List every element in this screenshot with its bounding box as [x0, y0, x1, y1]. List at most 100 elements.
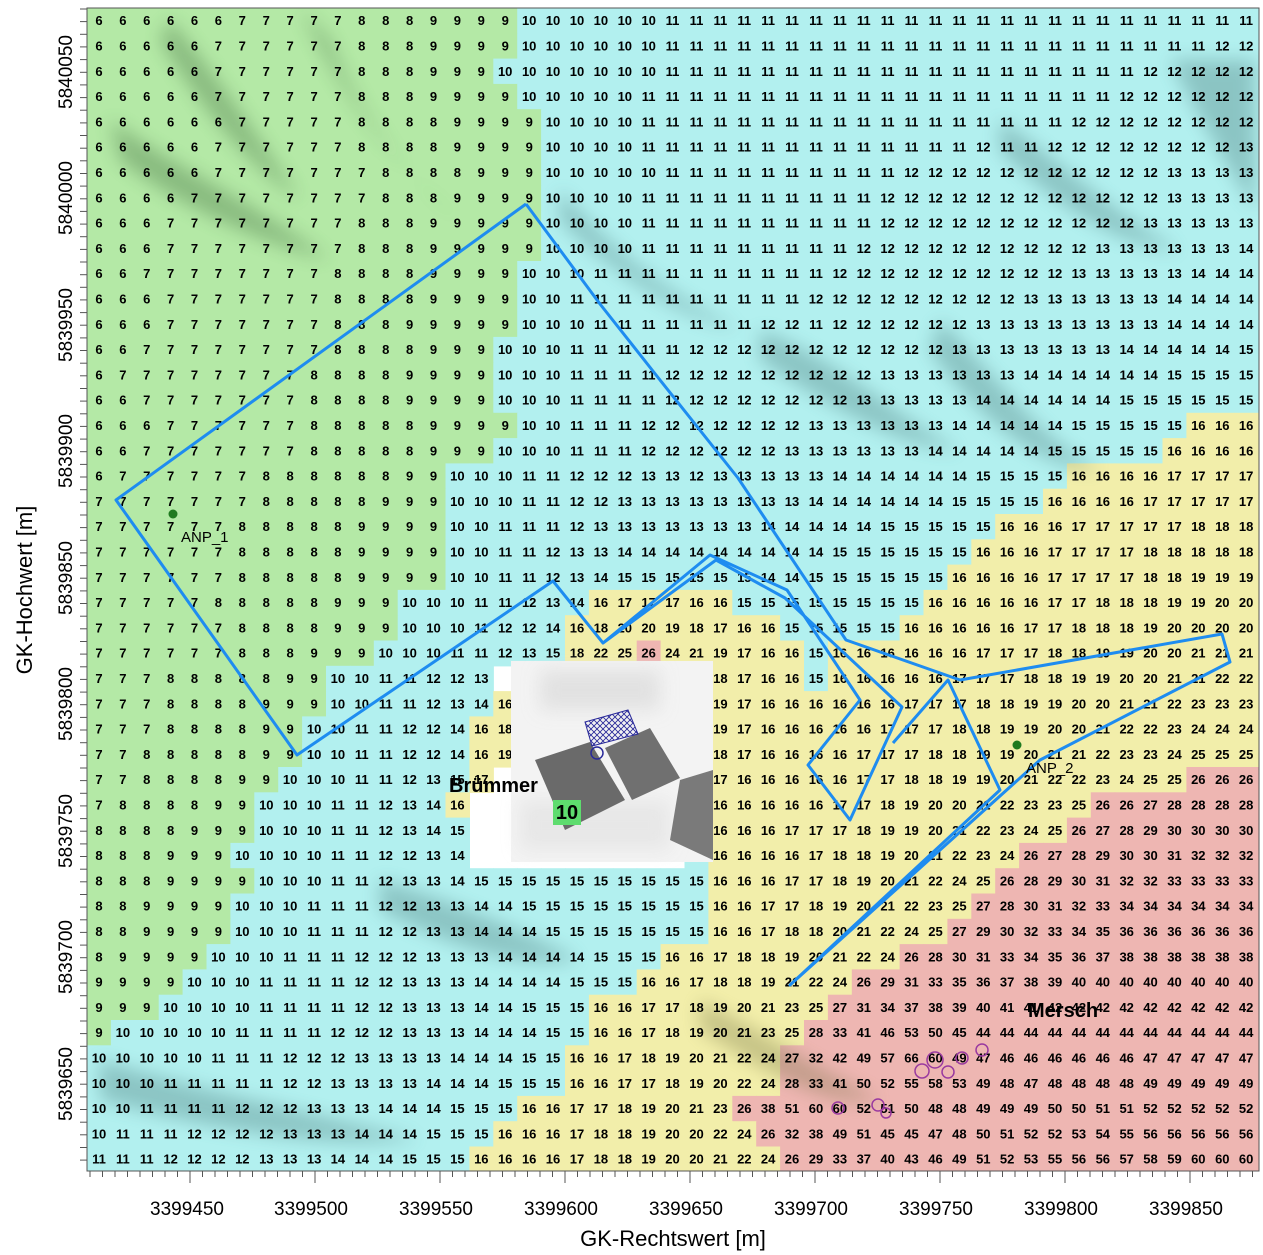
grid-cell-value: 13: [1119, 266, 1133, 281]
grid-cell-value: 19: [1096, 671, 1110, 686]
grid-cell: [995, 58, 1020, 85]
grid-cell-value: 18: [641, 1051, 655, 1066]
receptor-1-label: ANP_1: [181, 529, 229, 546]
grid-cell-value: 52: [1024, 1126, 1038, 1141]
grid-cell-value: 18: [857, 823, 871, 838]
grid-cell-value: 18: [833, 848, 847, 863]
grid-cell: [493, 134, 518, 161]
grid-cell-value: 10: [498, 494, 512, 509]
grid-cell-value: 14: [522, 1025, 537, 1040]
grid-cell-value: 19: [665, 620, 679, 635]
grid-cell-value: 18: [809, 924, 823, 939]
grid-cell-value: 49: [857, 1051, 871, 1066]
grid-cell-value: 11: [809, 266, 823, 281]
grid-cell-value: 17: [737, 671, 751, 686]
grid-cell-value: 12: [522, 620, 536, 635]
grid-cell-value: 9: [454, 13, 461, 28]
grid-cell-value: 10: [307, 873, 321, 888]
grid-cell-value: 16: [713, 798, 727, 813]
grid-cell-value: 10: [450, 595, 464, 610]
grid-cell: [1019, 109, 1044, 136]
grid-cell-value: 11: [116, 1152, 130, 1167]
grid-cell-value: 8: [406, 216, 413, 231]
grid-cell-value: 7: [143, 519, 150, 534]
grid-cell: [1043, 58, 1068, 85]
grid-cell-value: 10: [235, 949, 249, 964]
grid-cell: [1019, 33, 1044, 60]
grid-cell-value: 8: [239, 620, 246, 635]
grid-cell-value: 18: [618, 1101, 632, 1116]
grid-cell-value: 11: [666, 114, 680, 129]
grid-cell-value: 6: [143, 140, 150, 155]
grid-cell-value: 16: [1215, 418, 1229, 433]
grid-cell-value: 11: [905, 64, 919, 79]
grid-cell-value: 25: [928, 924, 942, 939]
grid-cell: [445, 83, 470, 110]
grid-cell-value: 56: [1072, 1152, 1086, 1167]
y-axis: 5840050584000058399505839900583985058398…: [56, 8, 87, 1161]
grid-cell-value: 6: [119, 114, 126, 129]
grid-cell-value: 7: [310, 114, 317, 129]
grid-cell-value: 9: [167, 899, 174, 914]
grid-cell-value: 7: [263, 190, 270, 205]
grid-cell-value: 8: [263, 620, 270, 635]
grid-cell-value: 11: [690, 266, 704, 281]
grid-cell-value: 10: [546, 89, 560, 104]
grid-cell-value: 13: [1000, 367, 1014, 382]
grid-cell: [541, 134, 566, 161]
grid-cell: [827, 8, 853, 34]
grid-cell-value: 10: [474, 469, 488, 484]
grid-cell-value: 11: [690, 38, 704, 53]
grid-cell-value: 57: [1119, 1152, 1133, 1167]
grid-cell-value: 11: [1000, 89, 1014, 104]
grid-cell-value: 15: [809, 671, 823, 686]
grid-cell-value: 12: [833, 393, 847, 408]
grid-cell-value: 13: [737, 519, 751, 534]
grid-cell-value: 12: [1024, 165, 1038, 180]
grid-cell-value: 10: [498, 64, 512, 79]
grid-cell-value: 14: [522, 949, 537, 964]
grid-cell: [421, 83, 447, 110]
grid-cell-value: 9: [502, 418, 509, 433]
grid-cell-value: 9: [215, 899, 222, 914]
grid-cell: [254, 33, 279, 60]
grid-cell-value: 11: [618, 367, 632, 382]
grid-cell: [971, 8, 996, 34]
grid-cell-value: 17: [1119, 545, 1133, 560]
grid-cell-value: 29: [1143, 823, 1157, 838]
grid-cell-value: 13: [641, 494, 655, 509]
grid-cell-value: 12: [402, 924, 416, 939]
grid-cell-value: 9: [430, 545, 437, 560]
grid-cell-value: 15: [1167, 418, 1181, 433]
grid-cell-value: 15: [952, 494, 966, 509]
grid-cell-value: 17: [618, 595, 632, 610]
grid-cell-value: 11: [809, 216, 823, 231]
grid-cell-value: 27: [1048, 848, 1062, 863]
x-axis: 3399450 3399500 3399550 3399600 3399650 33997…: [89, 1171, 1253, 1220]
grid-cell: [493, 58, 518, 85]
grid-cell-value: 11: [953, 140, 967, 155]
grid-cell-value: 16: [809, 722, 823, 737]
grid-cell-value: 55: [1048, 1152, 1062, 1167]
grid-cell-value: 49: [1024, 1101, 1038, 1116]
grid-cell-value: 6: [143, 13, 150, 28]
grid-cell-value: 18: [809, 899, 823, 914]
grid-cell-value: 9: [478, 367, 485, 382]
grid-cell-value: 9: [95, 1025, 102, 1040]
grid-cell-value: 10: [546, 266, 560, 281]
grid-cell-value: 15: [641, 570, 655, 585]
grid-cell-value: 15: [546, 646, 560, 661]
grid-cell-value: 12: [880, 342, 894, 357]
grid-cell-value: 14: [1096, 393, 1111, 408]
grid-cell-value: 13: [641, 469, 655, 484]
grid-cell-value: 12: [833, 367, 847, 382]
grid-cell-value: 21: [1191, 646, 1205, 661]
grid-cell-value: 10: [546, 114, 560, 129]
grid-cell-value: 46: [1119, 1051, 1133, 1066]
grid-cell-value: 7: [191, 266, 198, 281]
grid-cell-value: 7: [239, 443, 246, 458]
grid-cell: [87, 58, 112, 85]
grid-cell-value: 6: [119, 89, 126, 104]
grid-cell-value: 13: [761, 469, 775, 484]
grid-cell-value: 12: [928, 342, 942, 357]
